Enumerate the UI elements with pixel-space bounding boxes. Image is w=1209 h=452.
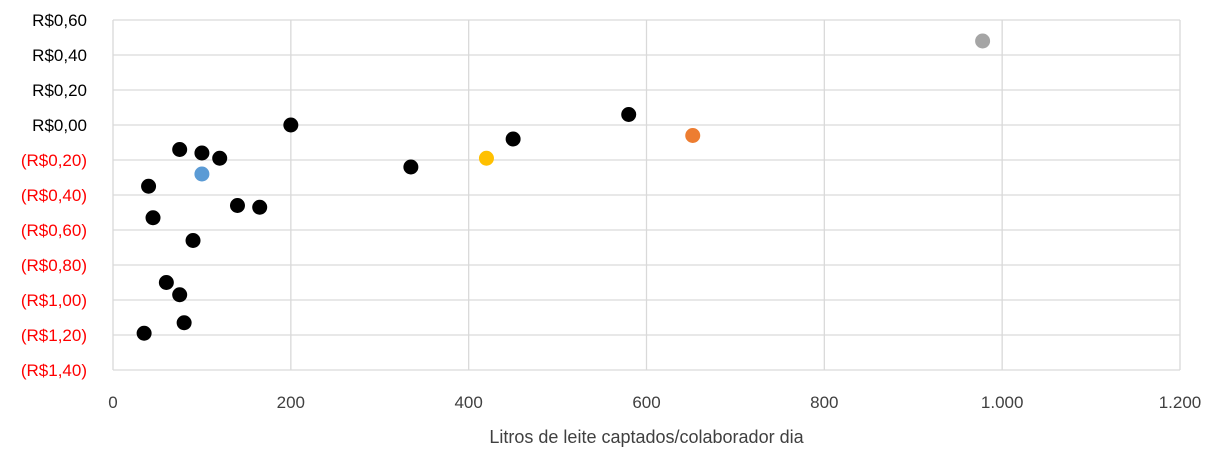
x-tick-label: 600 bbox=[632, 393, 660, 412]
data-point bbox=[194, 166, 210, 182]
x-tick-label: 200 bbox=[277, 393, 305, 412]
y-tick-label: R$0,00 bbox=[32, 116, 87, 135]
data-point bbox=[621, 107, 637, 122]
y-tick-label: (R$1,00) bbox=[21, 291, 87, 310]
data-point bbox=[283, 117, 299, 133]
data-point bbox=[685, 128, 701, 143]
x-tick-label: 0 bbox=[108, 393, 117, 412]
data-point bbox=[145, 210, 161, 226]
data-point bbox=[212, 150, 228, 166]
y-tick-label: R$0,40 bbox=[32, 46, 87, 65]
data-point bbox=[185, 233, 201, 248]
data-point bbox=[172, 287, 188, 303]
data-point bbox=[229, 198, 245, 213]
data-point bbox=[478, 150, 494, 166]
x-axis-title: Litros de leite captados/colaborador dia bbox=[489, 427, 804, 447]
data-point bbox=[403, 159, 419, 175]
data-point bbox=[176, 315, 192, 331]
data-point bbox=[252, 199, 268, 215]
data-point bbox=[194, 145, 210, 161]
y-tick-label: (R$1,40) bbox=[21, 361, 87, 380]
y-tick-label: R$0,60 bbox=[32, 11, 87, 30]
x-tick-label: 400 bbox=[454, 393, 482, 412]
y-tick-label: R$0,20 bbox=[32, 81, 87, 100]
y-tick-label: (R$0,80) bbox=[21, 256, 87, 275]
data-point bbox=[505, 131, 521, 147]
y-tick-label: (R$1,20) bbox=[21, 326, 87, 345]
y-tick-label: (R$0,20) bbox=[21, 151, 87, 170]
x-tick-label: 1.200 bbox=[1159, 393, 1202, 412]
y-tick-label: (R$0,60) bbox=[21, 221, 87, 240]
x-tick-label: 800 bbox=[810, 393, 838, 412]
x-tick-label: 1.000 bbox=[981, 393, 1024, 412]
data-point bbox=[141, 178, 157, 194]
data-point bbox=[172, 142, 188, 157]
data-point bbox=[975, 33, 991, 49]
y-tick-label: (R$0,40) bbox=[21, 186, 87, 205]
data-point bbox=[158, 275, 174, 290]
data-point bbox=[136, 325, 152, 341]
